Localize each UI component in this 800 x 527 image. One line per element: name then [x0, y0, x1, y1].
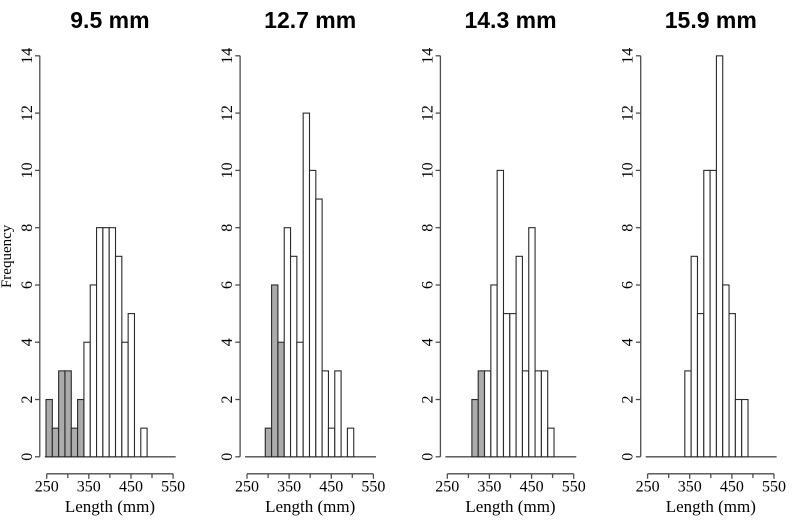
svg-text:0: 0 — [219, 453, 236, 461]
svg-text:6: 6 — [19, 281, 36, 289]
svg-text:0: 0 — [19, 453, 36, 461]
svg-text:8: 8 — [620, 224, 637, 232]
svg-text:10: 10 — [620, 162, 637, 178]
svg-text:450: 450 — [520, 479, 544, 496]
svg-text:0: 0 — [419, 453, 436, 461]
svg-text:2: 2 — [419, 396, 436, 404]
svg-text:9.5 mm: 9.5 mm — [70, 7, 149, 33]
svg-text:Frequency: Frequency — [0, 224, 15, 288]
svg-text:0: 0 — [620, 453, 637, 461]
svg-text:8: 8 — [219, 224, 236, 232]
svg-text:550: 550 — [562, 479, 586, 496]
svg-text:10: 10 — [19, 162, 36, 178]
svg-text:250: 250 — [636, 479, 660, 496]
svg-text:14: 14 — [419, 48, 436, 64]
svg-text:550: 550 — [762, 479, 786, 496]
svg-text:2: 2 — [620, 396, 637, 404]
svg-text:6: 6 — [620, 281, 637, 289]
svg-text:550: 550 — [161, 479, 185, 496]
svg-text:550: 550 — [361, 479, 385, 496]
svg-text:6: 6 — [219, 281, 236, 289]
svg-text:10: 10 — [219, 162, 236, 178]
svg-text:Length (mm): Length (mm) — [465, 497, 555, 516]
svg-text:4: 4 — [219, 338, 236, 346]
svg-text:14: 14 — [219, 48, 236, 64]
svg-text:12: 12 — [620, 105, 637, 121]
svg-text:14: 14 — [19, 48, 36, 64]
svg-text:4: 4 — [19, 338, 36, 346]
svg-text:4: 4 — [620, 338, 637, 346]
svg-text:12: 12 — [419, 105, 436, 121]
svg-text:Length (mm): Length (mm) — [65, 497, 155, 516]
svg-text:12: 12 — [219, 105, 236, 121]
svg-text:2: 2 — [19, 396, 36, 404]
svg-text:250: 250 — [35, 479, 59, 496]
svg-text:15.9 mm: 15.9 mm — [665, 7, 757, 33]
svg-text:350: 350 — [77, 479, 101, 496]
svg-text:Length (mm): Length (mm) — [265, 497, 355, 516]
svg-text:350: 350 — [678, 479, 702, 496]
svg-text:4: 4 — [419, 338, 436, 346]
svg-text:250: 250 — [235, 479, 259, 496]
svg-text:2: 2 — [219, 396, 236, 404]
svg-text:14.3 mm: 14.3 mm — [464, 7, 556, 33]
svg-text:450: 450 — [319, 479, 343, 496]
svg-text:450: 450 — [119, 479, 143, 496]
svg-text:8: 8 — [19, 224, 36, 232]
svg-text:250: 250 — [435, 479, 459, 496]
svg-text:10: 10 — [419, 162, 436, 178]
svg-text:450: 450 — [720, 479, 744, 496]
svg-text:14: 14 — [620, 48, 637, 64]
svg-text:12: 12 — [19, 105, 36, 121]
svg-text:350: 350 — [477, 479, 501, 496]
svg-text:350: 350 — [277, 479, 301, 496]
svg-text:8: 8 — [419, 224, 436, 232]
svg-text:Length (mm): Length (mm) — [666, 497, 756, 516]
svg-text:6: 6 — [419, 281, 436, 289]
svg-text:12.7 mm: 12.7 mm — [264, 7, 356, 33]
